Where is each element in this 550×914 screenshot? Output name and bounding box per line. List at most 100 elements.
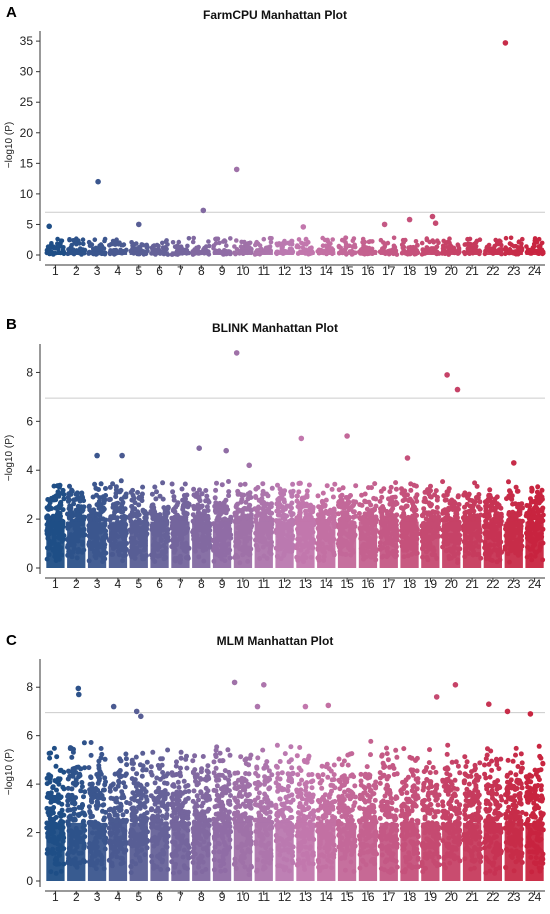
snp-point <box>306 482 312 488</box>
significant-snp-point <box>46 223 52 230</box>
snp-point <box>179 486 185 492</box>
snp-point <box>88 740 94 745</box>
snp-density-band <box>233 521 253 568</box>
snp-density-band <box>46 521 65 568</box>
snp-point <box>186 502 192 508</box>
significant-snp-point <box>381 221 388 228</box>
snp-point <box>127 515 133 521</box>
snp-point <box>57 510 63 516</box>
snp-point <box>51 745 57 751</box>
snp-point <box>435 510 440 516</box>
significant-snp-point <box>246 462 252 469</box>
x-tick-label: 6 <box>156 264 163 278</box>
y-axis-label: −log10 (P) <box>4 749 15 795</box>
snp-point <box>320 243 326 248</box>
snp-point <box>518 247 523 252</box>
snp-point <box>503 235 509 241</box>
snp-point <box>309 245 314 250</box>
x-tick-label: 12 <box>278 264 292 278</box>
significant-snp-point <box>119 452 125 459</box>
chromosome-3-points <box>86 740 109 881</box>
snp-point <box>539 506 545 512</box>
chromosome-3-points <box>86 481 109 568</box>
snp-point <box>82 765 88 771</box>
snp-point <box>466 241 471 246</box>
snp-point <box>86 504 92 510</box>
snp-point <box>196 496 202 502</box>
snp-point <box>92 237 98 242</box>
significant-snp-point <box>444 372 450 378</box>
chromosome-10-points <box>232 238 254 257</box>
snp-point <box>53 497 59 503</box>
snp-point <box>142 510 147 516</box>
snp-point <box>400 237 406 243</box>
chromosome-21-points <box>460 480 484 568</box>
snp-density-band <box>212 251 232 255</box>
snp-point <box>294 493 300 499</box>
snp-point <box>260 481 266 487</box>
snp-point <box>88 509 94 515</box>
snp-point <box>532 236 538 241</box>
snp-point <box>428 483 433 489</box>
snp-point <box>80 495 86 500</box>
snp-point <box>65 511 70 517</box>
chromosome-24-points <box>523 484 546 568</box>
snp-point <box>451 245 457 251</box>
snp-point <box>400 498 406 504</box>
snp-point <box>462 504 467 510</box>
snp-point <box>107 243 112 248</box>
snp-point <box>408 481 414 487</box>
x-tick-label: 9 <box>219 577 226 591</box>
snp-point <box>195 502 201 508</box>
chromosome-5-points <box>127 484 150 568</box>
snp-point <box>134 241 139 246</box>
snp-point <box>486 492 492 498</box>
snp-point <box>422 495 428 501</box>
snp-point <box>48 790 54 796</box>
snp-point <box>496 502 502 508</box>
snp-point <box>269 501 274 507</box>
panel-letter: C <box>6 632 17 649</box>
snp-point <box>391 235 397 241</box>
snp-point <box>452 506 457 512</box>
snp-point <box>350 514 356 520</box>
snp-point <box>421 506 427 512</box>
snp-point <box>296 481 302 486</box>
snp-point <box>442 497 448 503</box>
snp-point <box>492 243 498 249</box>
x-tick-label: 14 <box>320 577 334 591</box>
snp-point <box>456 502 462 507</box>
snp-point <box>529 487 535 493</box>
snp-point <box>61 492 67 497</box>
snp-density-band <box>462 251 482 255</box>
snp-point <box>336 487 342 493</box>
snp-point <box>132 506 138 512</box>
snp-point <box>363 499 369 505</box>
significant-snp-point <box>233 166 240 173</box>
snp-point <box>287 241 292 246</box>
significant-snp-point <box>454 386 461 393</box>
x-tick-label: 21 <box>465 577 479 591</box>
snp-point <box>221 501 227 506</box>
snp-point <box>190 239 196 245</box>
snp-point <box>174 513 180 519</box>
snp-point <box>269 485 275 491</box>
snp-point <box>536 509 542 515</box>
snp-point <box>343 246 349 251</box>
snp-point <box>290 481 296 487</box>
snp-point <box>475 517 481 523</box>
snp-point <box>506 479 511 485</box>
snp-point <box>191 492 197 498</box>
snp-point <box>117 489 123 495</box>
snp-point <box>47 243 53 249</box>
snp-point <box>302 495 307 501</box>
snp-point <box>223 510 229 516</box>
snp-point <box>53 763 59 769</box>
snp-density-band <box>337 521 357 568</box>
y-tick-label: 6 <box>26 414 33 428</box>
snp-point <box>112 510 118 515</box>
snp-point <box>160 480 166 486</box>
snp-point <box>149 491 155 497</box>
snp-point <box>513 484 519 490</box>
